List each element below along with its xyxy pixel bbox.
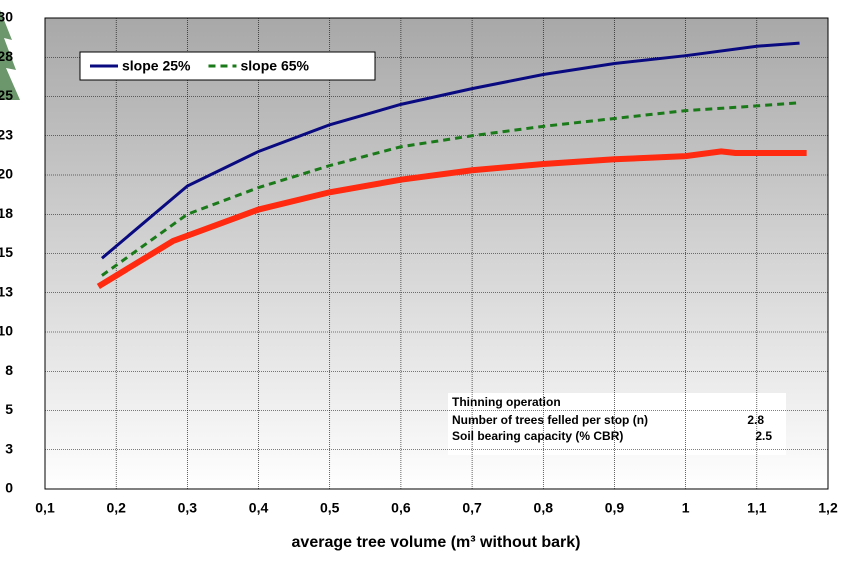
y-tick-label: 18 [0,205,13,221]
legend-label: slope 65% [240,58,309,74]
y-tick-label: 28 [0,48,13,64]
x-tick-label: 0,8 [534,500,554,516]
x-tick-label: 1,2 [818,500,838,516]
y-tick-label: 20 [0,166,13,182]
legend-label: slope 25% [122,58,191,74]
x-tick-label: 1 [682,500,690,516]
annotation-label: Number of trees felled per stop (n) [452,413,648,427]
y-tick-label: 0 [5,480,13,496]
x-tick-label: 0,9 [605,500,625,516]
y-tick-label: 30 [0,9,13,25]
page: {"chart_data": {"type": "line", "x_label… [0,0,852,563]
annotation-label: Soil bearing capacity (% CBR) [452,429,623,443]
annotation-value: 2.8 [747,413,764,427]
x-tick-label: 0,7 [462,500,482,516]
x-tick-label: 0,6 [391,500,411,516]
y-tick-label: 8 [5,362,13,378]
x-tick-label: 0,2 [106,500,126,516]
annotation-value: 2.5 [755,429,772,443]
chart: average tree volume (m³ without bark) Th… [0,0,852,563]
y-tick-label: 13 [0,283,13,299]
x-tick-label: 0,3 [178,500,198,516]
x-tick-label: 1,1 [747,500,767,516]
x-axis-title: average tree volume (m³ without bark) [292,534,581,551]
x-tick-label: 0,4 [249,500,269,516]
y-tick-label: 25 [0,87,13,103]
x-tick-label: 0,1 [35,500,55,516]
x-tick-label: 0,5 [320,500,340,516]
annotation-title: Thinning operation [452,395,561,409]
y-tick-label: 10 [0,323,13,339]
y-tick-label: 15 [0,244,13,260]
y-tick-label: 3 [5,440,13,456]
y-tick-label: 23 [0,126,13,142]
y-tick-label: 5 [5,401,13,417]
